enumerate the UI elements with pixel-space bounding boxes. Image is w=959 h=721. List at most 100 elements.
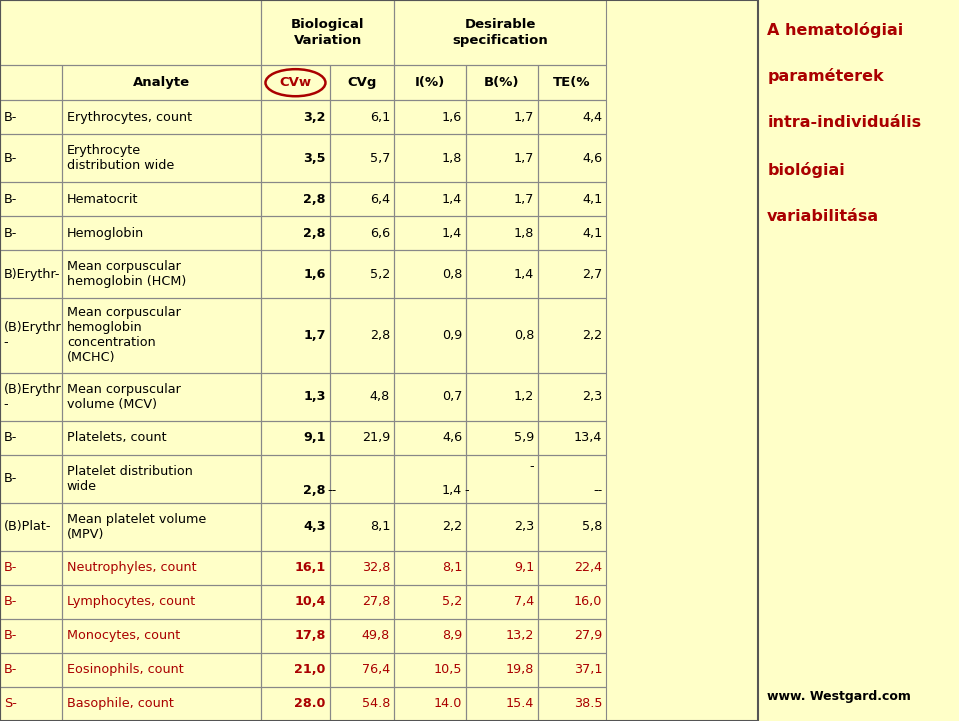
Bar bbox=[0, 373, 62, 421]
Text: TE(%: TE(% bbox=[553, 76, 591, 89]
Bar bbox=[538, 216, 606, 250]
Bar bbox=[62, 182, 262, 216]
Bar bbox=[538, 421, 606, 455]
Bar bbox=[330, 619, 394, 653]
Text: 4,8: 4,8 bbox=[370, 390, 390, 403]
Bar bbox=[62, 455, 262, 503]
Text: B-: B- bbox=[4, 629, 17, 642]
Bar bbox=[466, 100, 538, 134]
Text: 5,2: 5,2 bbox=[442, 596, 462, 609]
Bar bbox=[330, 182, 394, 216]
Text: 27,9: 27,9 bbox=[574, 629, 602, 642]
Text: 21,0: 21,0 bbox=[294, 663, 326, 676]
Bar bbox=[330, 134, 394, 182]
Bar bbox=[262, 421, 330, 455]
Bar bbox=[62, 66, 262, 100]
Text: -: - bbox=[464, 485, 469, 497]
Text: Mean corpuscular
volume (MCV): Mean corpuscular volume (MCV) bbox=[67, 383, 181, 411]
Bar bbox=[0, 455, 62, 503]
Text: 2,7: 2,7 bbox=[582, 267, 602, 280]
Bar bbox=[394, 298, 466, 373]
Bar bbox=[538, 551, 606, 585]
Text: 21,9: 21,9 bbox=[362, 431, 390, 444]
Bar bbox=[62, 421, 262, 455]
Text: Erythrocyte
distribution wide: Erythrocyte distribution wide bbox=[67, 144, 175, 172]
Text: (B)Plat-: (B)Plat- bbox=[4, 521, 52, 534]
Text: Hematocrit: Hematocrit bbox=[67, 193, 138, 205]
Text: 2,2: 2,2 bbox=[582, 329, 602, 342]
Bar bbox=[330, 298, 394, 373]
Bar bbox=[394, 585, 466, 619]
Text: B-: B- bbox=[4, 596, 17, 609]
Bar bbox=[62, 250, 262, 298]
Bar bbox=[466, 298, 538, 373]
Bar bbox=[466, 216, 538, 250]
Text: 1,4: 1,4 bbox=[442, 226, 462, 239]
Text: B)Erythr-: B)Erythr- bbox=[4, 267, 60, 280]
Bar bbox=[330, 687, 394, 721]
Bar bbox=[262, 551, 330, 585]
Text: 19,8: 19,8 bbox=[505, 663, 534, 676]
Bar bbox=[262, 653, 330, 687]
Text: 10,4: 10,4 bbox=[294, 596, 326, 609]
Bar bbox=[394, 134, 466, 182]
Bar bbox=[262, 585, 330, 619]
Bar bbox=[0, 0, 758, 721]
Bar bbox=[394, 503, 466, 551]
Text: intra-individuális: intra-individuális bbox=[767, 115, 922, 131]
Text: 1,8: 1,8 bbox=[514, 226, 534, 239]
Bar bbox=[262, 455, 330, 503]
Text: 9,1: 9,1 bbox=[514, 562, 534, 575]
Bar bbox=[0, 585, 62, 619]
Text: 1,3: 1,3 bbox=[303, 390, 326, 403]
Bar bbox=[262, 182, 330, 216]
Bar bbox=[262, 216, 330, 250]
Bar bbox=[62, 653, 262, 687]
Text: Desirable
specification: Desirable specification bbox=[452, 18, 548, 47]
Bar bbox=[262, 503, 330, 551]
Text: 49,8: 49,8 bbox=[362, 629, 390, 642]
Bar bbox=[394, 653, 466, 687]
Text: 2,8: 2,8 bbox=[303, 226, 326, 239]
Bar bbox=[394, 455, 466, 503]
Text: www. Westgard.com: www. Westgard.com bbox=[767, 690, 911, 703]
Text: 13,4: 13,4 bbox=[573, 431, 602, 444]
Bar bbox=[466, 250, 538, 298]
Bar bbox=[0, 687, 62, 721]
Text: 5,8: 5,8 bbox=[582, 521, 602, 534]
Text: Basophile, count: Basophile, count bbox=[67, 697, 174, 710]
Text: 1,7: 1,7 bbox=[303, 329, 326, 342]
Text: 6,4: 6,4 bbox=[370, 193, 390, 205]
Bar bbox=[0, 619, 62, 653]
Bar bbox=[330, 551, 394, 585]
Text: 6,6: 6,6 bbox=[370, 226, 390, 239]
Text: 4,3: 4,3 bbox=[303, 521, 326, 534]
Bar bbox=[538, 687, 606, 721]
Text: 1,2: 1,2 bbox=[514, 390, 534, 403]
Text: B-: B- bbox=[4, 226, 17, 239]
Bar bbox=[538, 182, 606, 216]
Text: 54.8: 54.8 bbox=[362, 697, 390, 710]
Text: --: -- bbox=[593, 485, 602, 497]
Bar bbox=[538, 250, 606, 298]
Text: 13,2: 13,2 bbox=[505, 629, 534, 642]
Text: 76,4: 76,4 bbox=[362, 663, 390, 676]
Bar bbox=[62, 503, 262, 551]
Bar bbox=[466, 551, 538, 585]
Text: 7,4: 7,4 bbox=[514, 596, 534, 609]
Text: 2,8: 2,8 bbox=[303, 193, 326, 205]
Bar bbox=[466, 619, 538, 653]
Bar bbox=[0, 551, 62, 585]
Bar bbox=[262, 0, 394, 66]
Text: 2,2: 2,2 bbox=[442, 521, 462, 534]
Text: 15.4: 15.4 bbox=[505, 697, 534, 710]
Bar bbox=[466, 585, 538, 619]
Bar bbox=[262, 250, 330, 298]
Bar bbox=[262, 298, 330, 373]
Bar bbox=[466, 503, 538, 551]
Bar bbox=[466, 653, 538, 687]
Bar bbox=[0, 298, 62, 373]
Bar bbox=[0, 421, 62, 455]
Bar bbox=[262, 66, 330, 100]
Text: 27,8: 27,8 bbox=[362, 596, 390, 609]
